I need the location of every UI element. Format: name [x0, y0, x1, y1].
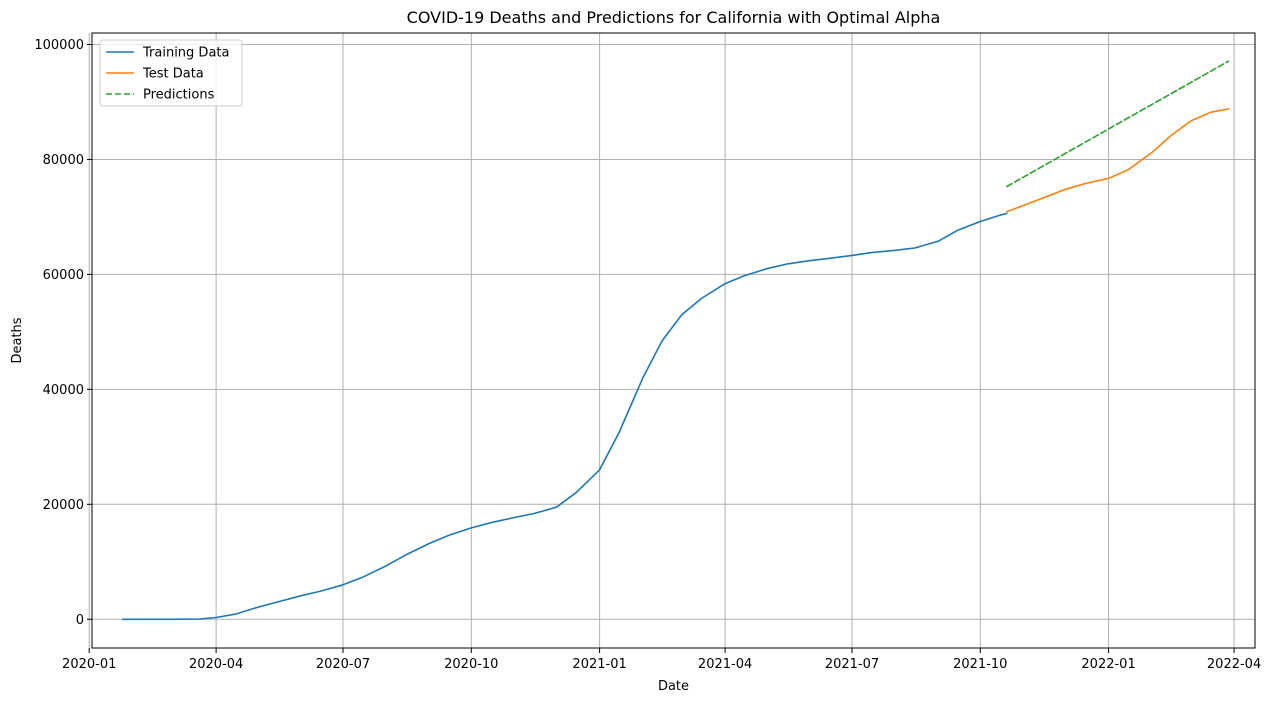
legend: Training Data Test Data Predictions	[99, 39, 243, 107]
x-tick-label: 2020-10	[444, 657, 498, 672]
series-line-predictions	[1005, 60, 1230, 188]
series-layer	[121, 60, 1230, 621]
chart-title: COVID-19 Deaths and Predictions for Cali…	[407, 8, 941, 27]
legend-label: Predictions	[143, 88, 215, 103]
x-tick-label: 2022-01	[1081, 657, 1135, 672]
y-axis-label: Deaths	[10, 317, 25, 363]
y-tick-label: 0	[76, 613, 84, 628]
x-tick-label: 2021-07	[825, 657, 879, 672]
x-tick-label: 2021-01	[572, 657, 626, 672]
x-axis-ticks: 2020-01 2020-04 2020-07 2020-10 2021-01 2021-…	[62, 648, 1261, 672]
legend-label: Training Data	[142, 46, 229, 61]
x-tick-label: 2020-01	[62, 657, 116, 672]
x-tick-label: 2020-04	[189, 657, 243, 672]
y-tick-label: 100000	[34, 38, 84, 53]
x-tick-label: 2022-04	[1207, 657, 1261, 672]
y-tick-label: 80000	[43, 153, 84, 168]
y-tick-label: 60000	[43, 268, 84, 283]
legend-box	[99, 39, 243, 107]
series-line-training-data	[121, 212, 1008, 621]
x-tick-label: 2020-07	[316, 657, 370, 672]
x-axis-label: Date	[658, 679, 689, 694]
x-tick-label: 2021-10	[953, 657, 1007, 672]
y-tick-label: 20000	[43, 498, 84, 513]
series-line-test-data	[1005, 108, 1230, 213]
x-tick-label: 2021-04	[698, 657, 752, 672]
plot-frame	[91, 32, 1256, 649]
grid	[88, 33, 1255, 648]
y-axis-ticks: 0 20000 40000 60000 80000 100000	[34, 38, 92, 628]
legend-label: Test Data	[142, 67, 204, 82]
y-tick-label: 40000	[43, 383, 84, 398]
